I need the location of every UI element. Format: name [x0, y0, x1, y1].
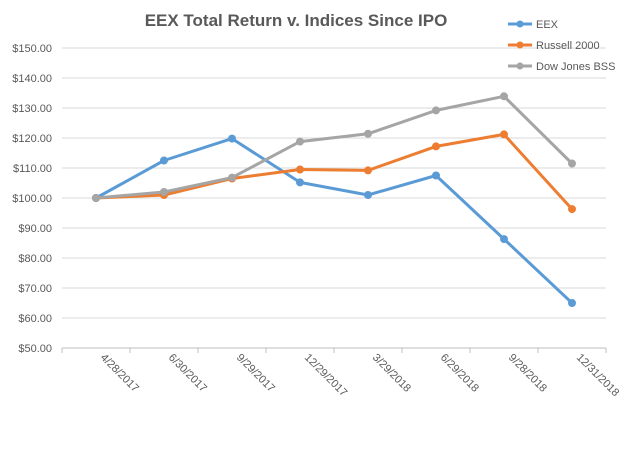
series-lines	[92, 92, 576, 307]
x-tick-label: 3/29/2018	[370, 352, 413, 395]
legend-label: EEX	[536, 19, 559, 31]
data-point	[228, 134, 236, 143]
y-tick-label: $130.00	[12, 103, 52, 115]
data-point	[364, 191, 372, 199]
x-tick-label: 12/29/2017	[302, 352, 349, 399]
x-tick-label: 9/28/2018	[506, 352, 549, 395]
y-tick-label: $80.00	[18, 253, 52, 265]
data-point	[500, 235, 508, 244]
x-tick-label: 6/30/2017	[166, 352, 209, 395]
y-tick-label: $110.00	[13, 163, 52, 175]
data-point	[364, 166, 372, 175]
x-tick-label: 4/28/2017	[98, 352, 141, 395]
data-point	[296, 178, 304, 187]
legend-swatch-marker	[516, 62, 524, 70]
legend-swatch-marker	[516, 41, 524, 49]
data-point	[568, 159, 576, 168]
y-tick-label: $120.00	[12, 133, 52, 145]
data-point	[296, 165, 304, 174]
data-point	[160, 188, 168, 196]
data-point	[568, 299, 576, 307]
y-tick-label: $150.00	[12, 43, 52, 55]
data-point	[160, 156, 168, 165]
legend: EEX Russell 2000 Dow Jones BSS	[508, 19, 615, 73]
series-line	[95, 132, 574, 211]
x-tick-label: 9/29/2017	[234, 352, 277, 395]
legend-label: Dow Jones BSS	[536, 61, 615, 73]
x-tick-label: 6/29/2018	[438, 352, 481, 395]
data-point	[432, 171, 440, 180]
y-tick-label: $90.00	[18, 223, 52, 235]
data-point	[432, 142, 440, 151]
data-point	[296, 137, 304, 146]
y-tick-label: $140.00	[12, 73, 52, 85]
gridlines	[62, 47, 606, 349]
y-tick-label: $100.00	[12, 193, 52, 205]
x-tick-label: 12/31/2018	[574, 352, 621, 399]
y-tick-label: $70.00	[18, 283, 52, 295]
y-tick-label: $50.00	[18, 343, 52, 355]
data-point	[568, 205, 576, 214]
legend-label: Russell 2000	[536, 40, 600, 52]
series-line	[95, 137, 574, 305]
legend-swatch-marker	[516, 20, 524, 28]
data-point	[500, 92, 508, 101]
data-point	[500, 130, 508, 139]
x-axis: 4/28/2017 6/30/2017 9/29/2017 12/29/2017 3/2…	[61, 347, 621, 399]
y-tick-label: $60.00	[18, 313, 52, 325]
chart-title: EEX Total Return v. Indices Since IPO	[145, 11, 448, 30]
series-line	[95, 94, 574, 200]
data-point	[228, 173, 236, 182]
data-point	[92, 194, 100, 202]
data-point	[432, 106, 440, 115]
y-axis: $50.00 $60.00 $70.00 $80.00 $90.00 $100.00 $11…	[12, 43, 52, 355]
data-point	[364, 129, 372, 138]
